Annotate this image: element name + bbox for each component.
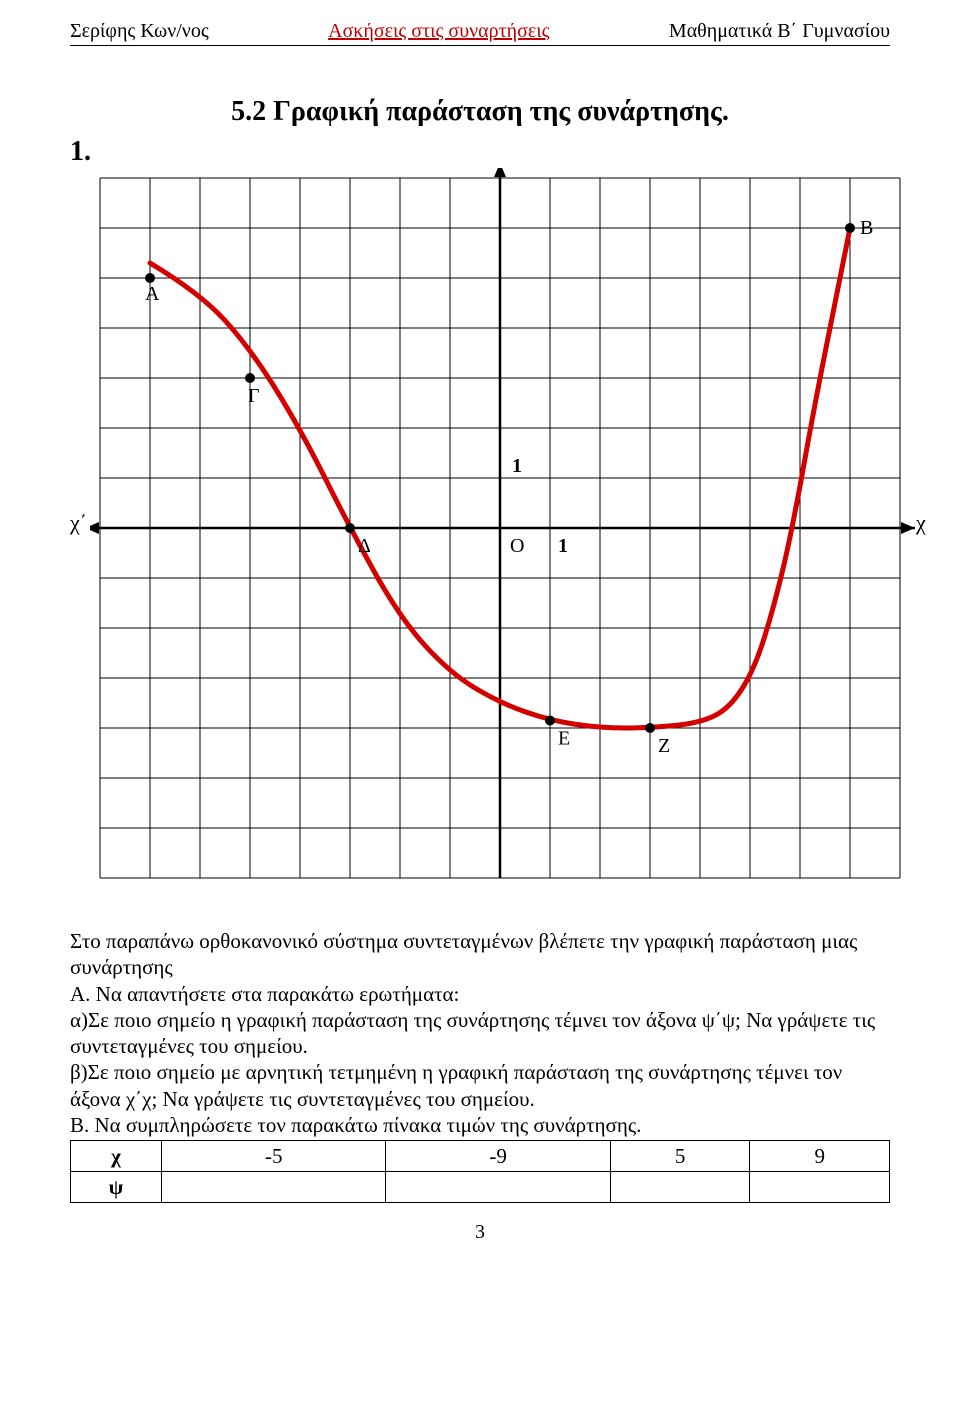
x-axis-left-label: χ΄ bbox=[70, 510, 87, 536]
svg-text:Β: Β bbox=[860, 217, 873, 239]
svg-text:Δ: Δ bbox=[358, 535, 371, 557]
svg-text:Ε: Ε bbox=[558, 728, 570, 750]
table-cell: -5 bbox=[162, 1141, 386, 1172]
svg-text:1: 1 bbox=[558, 535, 568, 557]
exercise-text: Στο παραπάνω ορθοκανονικό σύστημα συντετ… bbox=[70, 928, 890, 1138]
svg-text:1: 1 bbox=[512, 455, 522, 477]
table-cell: 5 bbox=[610, 1141, 750, 1172]
svg-text:Ζ: Ζ bbox=[658, 735, 670, 757]
function-graph: χ΄ χ ΑΒΓΔΕΖΟ11 bbox=[70, 168, 930, 898]
text-line-2: Α. Να απαντήσετε στα παρακάτω ερωτήματα: bbox=[70, 981, 890, 1007]
text-line-4: β)Σε ποιο σημείο με αρνητική τετμημένη η… bbox=[70, 1059, 890, 1112]
table-row: ψ bbox=[71, 1172, 890, 1203]
page-header: Σερίφης Κων/νος Ασκήσεις στις συναρτήσει… bbox=[70, 20, 890, 46]
svg-text:Α: Α bbox=[145, 283, 160, 305]
text-line-3: α)Σε ποιο σημείο η γραφική παράσταση της… bbox=[70, 1007, 890, 1060]
table-row: χ -5 -9 5 9 bbox=[71, 1141, 890, 1172]
page-number: 3 bbox=[70, 1221, 890, 1244]
svg-text:Γ: Γ bbox=[248, 385, 260, 407]
chart-container: χ΄ χ ΑΒΓΔΕΖΟ11 bbox=[70, 168, 890, 898]
row-label-x: χ bbox=[71, 1141, 162, 1172]
table-cell: 9 bbox=[750, 1141, 890, 1172]
table-cell bbox=[162, 1172, 386, 1203]
section-title: 5.2 Γραφική παράσταση της συνάρτησης. bbox=[70, 96, 890, 128]
text-line-5: Β. Να συμπληρώσετε τον παρακάτω πίνακα τ… bbox=[70, 1112, 890, 1138]
exercise-number: 1. bbox=[70, 136, 890, 168]
header-right: Μαθηματικά Β΄ Γυμνασίου bbox=[669, 20, 890, 43]
table-cell bbox=[610, 1172, 750, 1203]
row-label-y: ψ bbox=[71, 1172, 162, 1203]
table-cell bbox=[750, 1172, 890, 1203]
table-cell: -9 bbox=[386, 1141, 610, 1172]
value-table: χ -5 -9 5 9 ψ bbox=[70, 1140, 890, 1203]
page: Σερίφης Κων/νος Ασκήσεις στις συναρτήσει… bbox=[0, 0, 960, 1274]
svg-text:Ο: Ο bbox=[510, 535, 524, 557]
graph-svg: Α Β Γ Δ Ε Ζ Ο 1 1 bbox=[90, 168, 950, 898]
table-cell bbox=[386, 1172, 610, 1203]
text-line-1: Στο παραπάνω ορθοκανονικό σύστημα συντετ… bbox=[70, 928, 890, 981]
header-center: Ασκήσεις στις συναρτήσεις bbox=[328, 20, 550, 43]
header-left: Σερίφης Κων/νος bbox=[70, 20, 209, 43]
